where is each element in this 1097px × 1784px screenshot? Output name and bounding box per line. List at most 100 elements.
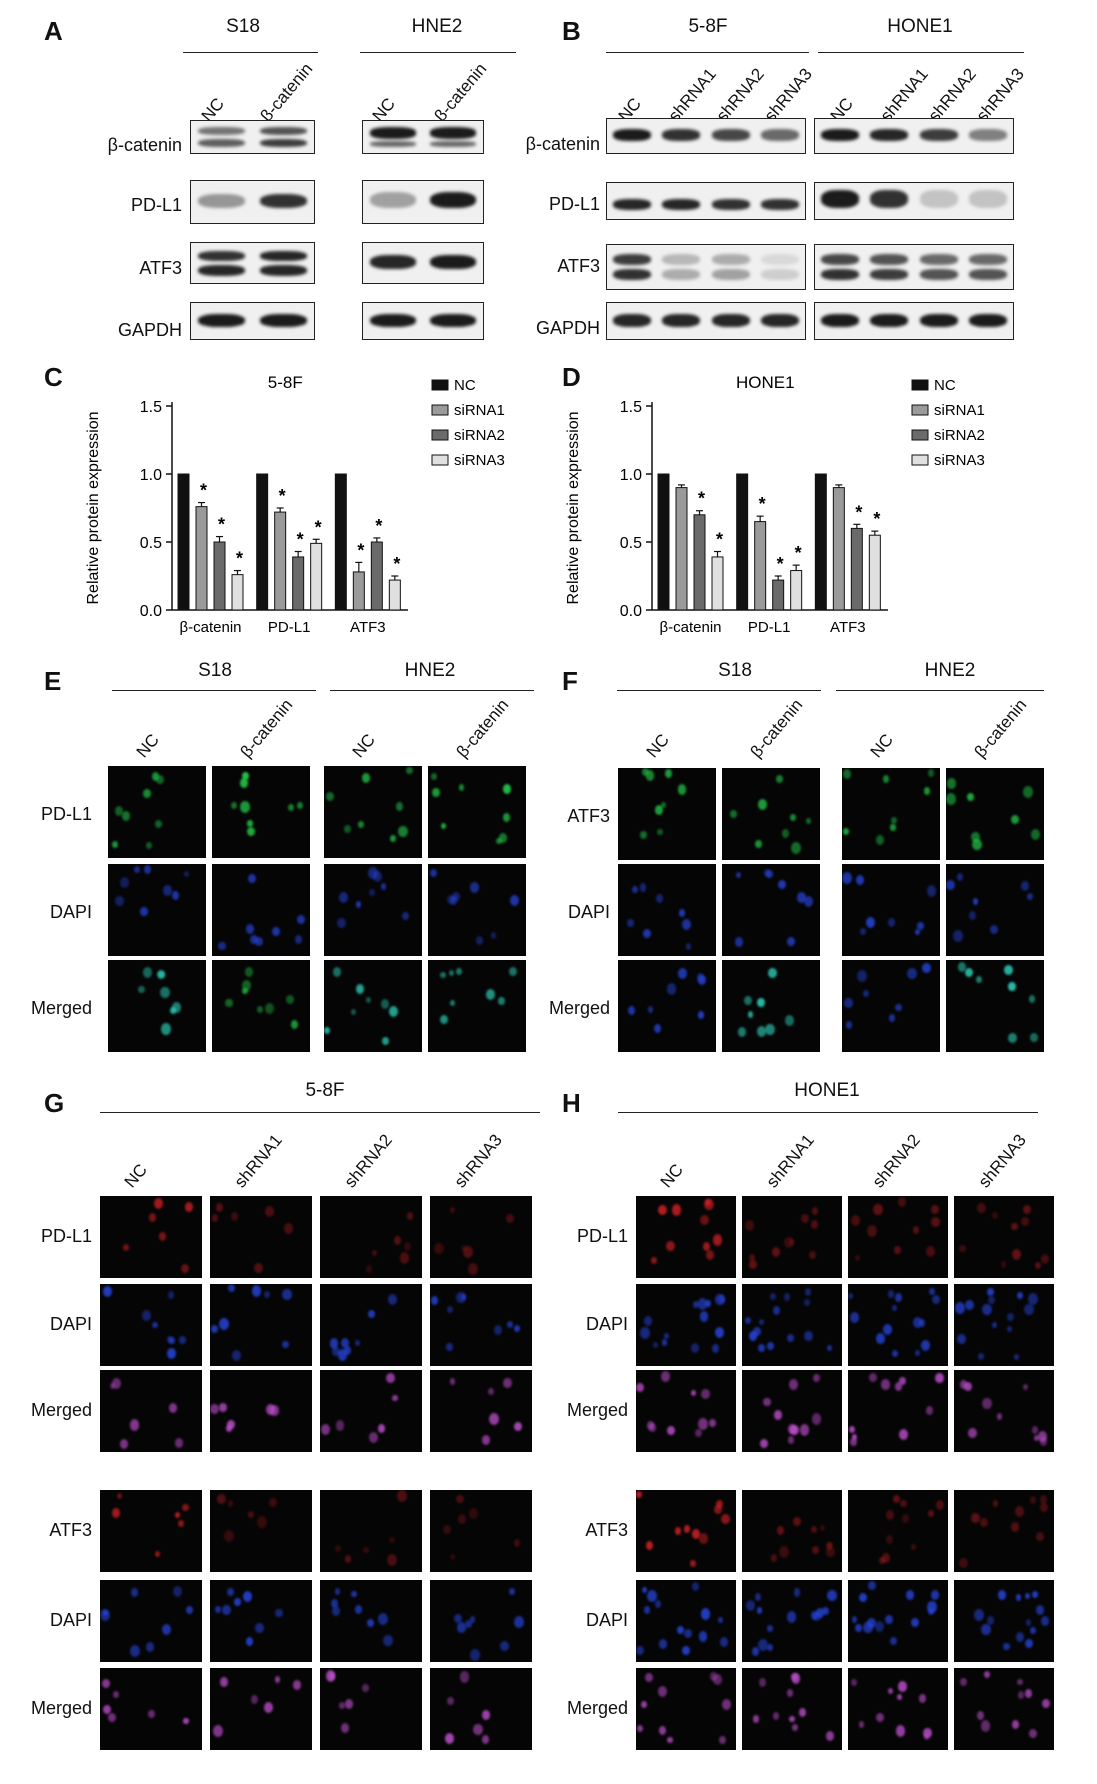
cell-nucleus	[964, 1382, 973, 1392]
y-tick-label: 1.0	[140, 467, 162, 484]
blot-band	[370, 140, 416, 147]
cell-nucleus	[809, 1251, 816, 1260]
blot-band	[198, 265, 246, 277]
cell-nucleus	[334, 1588, 341, 1595]
cell-nucleus	[667, 1425, 676, 1436]
cell-nucleus	[645, 1673, 653, 1683]
x-tick-label: β-catenin	[660, 619, 722, 636]
legend-swatch	[431, 404, 449, 416]
blot-band	[612, 313, 651, 328]
group-header: S18	[198, 660, 232, 681]
cell-nucleus	[1017, 1691, 1024, 1699]
cell-nucleus	[295, 934, 303, 944]
cell-nucleus	[337, 1349, 348, 1361]
blot-band	[662, 199, 701, 210]
row-label: ATF3	[585, 1520, 628, 1540]
blot-band	[969, 253, 1008, 265]
cell-nucleus	[240, 778, 249, 788]
cell-nucleus	[758, 1678, 766, 1687]
significance-mark: *	[795, 543, 802, 563]
lane-label: β-catenin	[256, 59, 317, 126]
cell-nucleus	[138, 985, 145, 994]
blot-band	[430, 191, 476, 209]
blot-band	[870, 313, 909, 328]
cell-nucleus	[757, 1639, 768, 1652]
cell-nucleus	[647, 1590, 657, 1602]
cell-nucleus	[493, 1325, 502, 1335]
blot-band	[711, 129, 750, 142]
cell-nucleus	[800, 1424, 810, 1436]
cell-nucleus	[914, 1350, 920, 1357]
microscopy-image	[100, 1668, 202, 1750]
cell-nucleus	[129, 1645, 140, 1657]
bar	[388, 579, 401, 611]
microscopy-image	[324, 864, 422, 956]
cell-nucleus	[339, 891, 349, 903]
cell-nucleus	[177, 1520, 184, 1528]
cell-nucleus	[456, 968, 462, 975]
significance-mark: *	[236, 549, 243, 569]
cell-nucleus	[265, 1403, 276, 1416]
cell-nucleus	[246, 826, 255, 837]
cell-nucleus	[932, 1294, 940, 1304]
cell-nucleus	[369, 1432, 379, 1443]
cell-nucleus	[658, 1686, 668, 1698]
cell-nucleus	[867, 1618, 876, 1629]
microscopy-image	[428, 960, 526, 1052]
microscopy-image	[848, 1490, 948, 1572]
cell-nucleus	[1030, 828, 1040, 840]
cell-nucleus	[1017, 1292, 1024, 1300]
cell-nucleus	[647, 1006, 653, 1013]
microscopy-image	[636, 1580, 736, 1662]
cell-nucleus	[1025, 1618, 1032, 1626]
blot-band	[711, 269, 750, 281]
cell-nucleus	[1029, 1496, 1037, 1504]
bar	[256, 473, 269, 611]
cell-nucleus	[469, 1616, 476, 1624]
cell-nucleus	[387, 1554, 398, 1566]
cell-nucleus	[444, 1733, 455, 1745]
cell-nucleus	[1015, 1505, 1025, 1517]
cell-nucleus	[785, 1015, 795, 1026]
cell-nucleus	[905, 1590, 915, 1601]
group-rule	[112, 690, 316, 691]
group-rule	[618, 1112, 1038, 1113]
microscopy-image	[954, 1370, 1054, 1452]
x-tick-label: β-catenin	[180, 619, 242, 636]
cell-nucleus	[678, 908, 686, 917]
microscopy-image	[946, 864, 1044, 956]
cell-nucleus	[282, 1288, 292, 1301]
cell-nucleus	[811, 1546, 819, 1555]
cell-nucleus	[852, 1616, 858, 1623]
blot-band	[820, 253, 859, 265]
significance-mark: *	[218, 515, 225, 535]
microscopy-image	[100, 1284, 202, 1366]
cell-nucleus	[1011, 1248, 1022, 1261]
cell-nucleus	[341, 1338, 350, 1348]
row-label: β-catenin	[107, 135, 182, 155]
cell-nucleus	[397, 825, 408, 838]
cell-nucleus	[119, 877, 129, 888]
cell-nucleus	[1015, 1594, 1022, 1602]
microscopy-image	[210, 1668, 312, 1750]
lane-label: NC	[866, 730, 898, 762]
cell-nucleus	[897, 1197, 906, 1207]
cell-nucleus	[440, 971, 446, 979]
cell-nucleus	[931, 1217, 940, 1228]
cell-nucleus	[787, 1424, 796, 1434]
blot-band	[662, 269, 701, 281]
microscopy-image	[742, 1580, 842, 1662]
significance-mark: *	[375, 516, 382, 536]
cell-nucleus	[1041, 1616, 1050, 1627]
cell-nucleus	[440, 1014, 449, 1025]
microscopy-image	[618, 768, 716, 860]
cell-nucleus	[1035, 1604, 1045, 1616]
cell-nucleus	[162, 885, 172, 896]
cell-nucleus	[114, 805, 123, 816]
blot-band	[969, 129, 1008, 142]
cell-nucleus	[513, 1539, 520, 1547]
cell-nucleus	[910, 1543, 917, 1551]
bar	[850, 527, 863, 611]
cell-nucleus	[845, 1021, 853, 1030]
cell-nucleus	[930, 1590, 940, 1601]
